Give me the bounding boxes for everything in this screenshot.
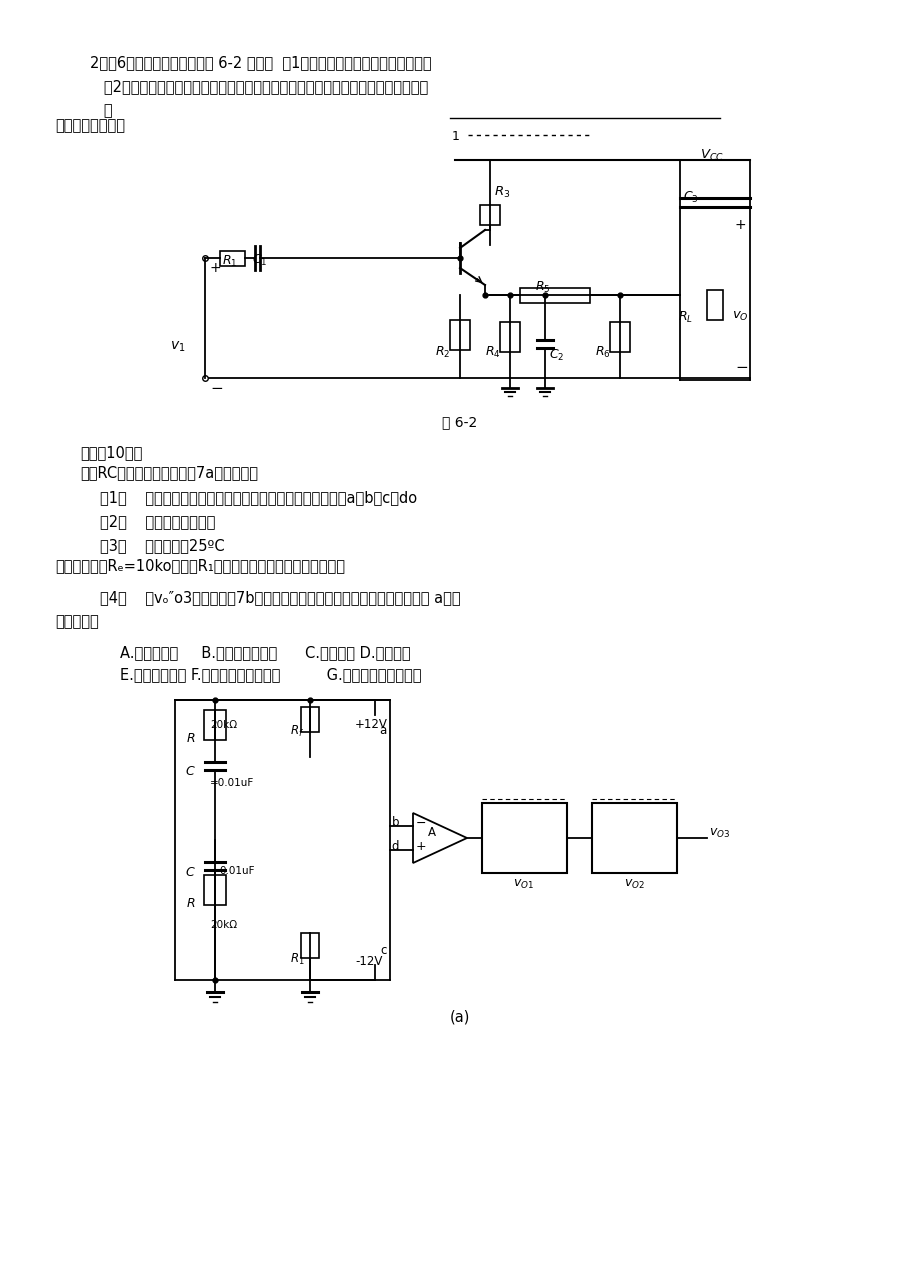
Text: b: b [391, 816, 399, 830]
Text: $v_O$: $v_O$ [732, 310, 748, 323]
Text: =0.01uF: =0.01uF [210, 778, 254, 788]
Text: (a): (a) [449, 1010, 470, 1024]
Text: $R_2$: $R_2$ [435, 344, 449, 360]
Text: C: C [185, 765, 194, 778]
Bar [220, 250, 244, 266]
Bar [519, 289, 589, 302]
Text: −: − [734, 360, 747, 375]
Text: $R_1$: $R_1$ [289, 952, 304, 967]
Text: $v_{O2}$: $v_{O2}$ [623, 878, 643, 891]
Text: $C_2$: $C_2$ [549, 348, 563, 364]
Text: $C_1$: $C_1$ [252, 253, 267, 268]
Text: 桥式RC正弦波振荡电路如图7a左侧所示。: 桥式RC正弦波振荡电路如图7a左侧所示。 [80, 465, 257, 480]
Text: $v_{O3}$: $v_{O3}$ [709, 826, 730, 840]
Bar [301, 707, 319, 732]
Text: （2）    振荡频率是多少？: （2） 振荡频率是多少？ [100, 513, 215, 529]
Text: c: c [380, 943, 387, 957]
Text: R: R [187, 897, 196, 910]
Text: $V_{CC}$: $V_{CC}$ [699, 147, 723, 163]
Text: $v_1$: $v_1$ [170, 341, 186, 355]
Bar [204, 874, 226, 905]
Text: $R_4$: $R_4$ [484, 344, 500, 360]
Text: 的方框中：: 的方框中： [55, 614, 98, 629]
Text: ），热敏电阻Rₑ=10ko。，则R₁的应怎么样取值才能使电路起振？: ），热敏电阻Rₑ=10ko。，则R₁的应怎么样取值才能使电路起振？ [55, 558, 345, 573]
Bar [301, 933, 319, 958]
Text: （3）    若常温下（25ºC: （3） 若常温下（25ºC [100, 538, 224, 553]
Bar [480, 205, 499, 225]
Text: −: − [415, 816, 426, 830]
Text: +: + [415, 840, 426, 854]
Text: R: R [187, 732, 196, 745]
Text: 20kΩ: 20kΩ [210, 719, 237, 730]
Text: 0.01uF: 0.01uF [219, 866, 255, 876]
Text: 1: 1 [451, 130, 460, 144]
Text: $R_f$: $R_f$ [289, 724, 304, 740]
Text: +: + [734, 219, 746, 233]
Text: 图 6-2: 图 6-2 [442, 416, 477, 430]
Text: 七、（10分）: 七、（10分） [80, 445, 142, 460]
Text: E.单门限比较器 F.同相输入迟滞比较器          G.反相输入迟滞比较器: E.单门限比较器 F.同相输入迟滞比较器 G.反相输入迟滞比较器 [119, 667, 421, 683]
Text: 20kΩ: 20kΩ [210, 920, 237, 930]
Bar [609, 322, 630, 352]
Text: A: A [427, 826, 436, 840]
Text: C: C [185, 866, 194, 880]
Text: $C_3$: $C_3$ [682, 189, 698, 205]
Bar [204, 710, 226, 740]
Bar [449, 320, 470, 350]
Text: $R_3$: $R_3$ [494, 186, 510, 200]
Text: +: + [210, 261, 221, 275]
Text: 2．（6分）反馈放大电路如图 6-2 所示。  （1）判断电路的反馈阻态（类型）；: 2．（6分）反馈放大电路如图 6-2 所示。 （1）判断电路的反馈阻态（类型）； [90, 55, 431, 70]
Bar [706, 290, 722, 320]
Text: $R_1$: $R_1$ [221, 254, 237, 269]
Text: +12V: +12V [355, 718, 388, 731]
Text: 是: 是 [90, 103, 112, 118]
Text: A.电压路随器     B.正弦波振荡电路      C.微分电路 D.积分电路: A.电压路随器 B.正弦波振荡电路 C.微分电路 D.积分电路 [119, 644, 410, 660]
Text: $R_5$: $R_5$ [535, 280, 550, 295]
Text: 稳定了输出电流？: 稳定了输出电流？ [55, 118, 125, 133]
Text: （4）    当vₒ″o3的波形如图7b所示时，从下列答案中选择正确的答案填入图 a相应: （4） 当vₒ″o3的波形如图7b所示时，从下列答案中选择正确的答案填入图 a相… [100, 590, 460, 605]
Text: $R_L$: $R_L$ [677, 310, 692, 325]
Text: $v_{O1}$: $v_{O1}$ [513, 878, 534, 891]
Text: a: a [380, 723, 387, 736]
Text: d: d [391, 840, 399, 854]
Bar [499, 322, 519, 352]
Text: $R_6$: $R_6$ [595, 344, 610, 360]
Text: （2）电路引入反馈后，对电路的输入电阻将产生什么影响？是稳定了输出电压，还: （2）电路引入反馈后，对电路的输入电阻将产生什么影响？是稳定了输出电压，还 [90, 79, 427, 94]
Text: -12V: -12V [355, 955, 382, 969]
Text: −: − [210, 381, 222, 397]
Bar [482, 803, 566, 873]
Bar [591, 803, 676, 873]
Text: （1）    为使电路能产生振荡，根据相位平衡条件，正确连接a、b、c、do: （1） 为使电路能产生振荡，根据相位平衡条件，正确连接a、b、c、do [100, 491, 416, 505]
